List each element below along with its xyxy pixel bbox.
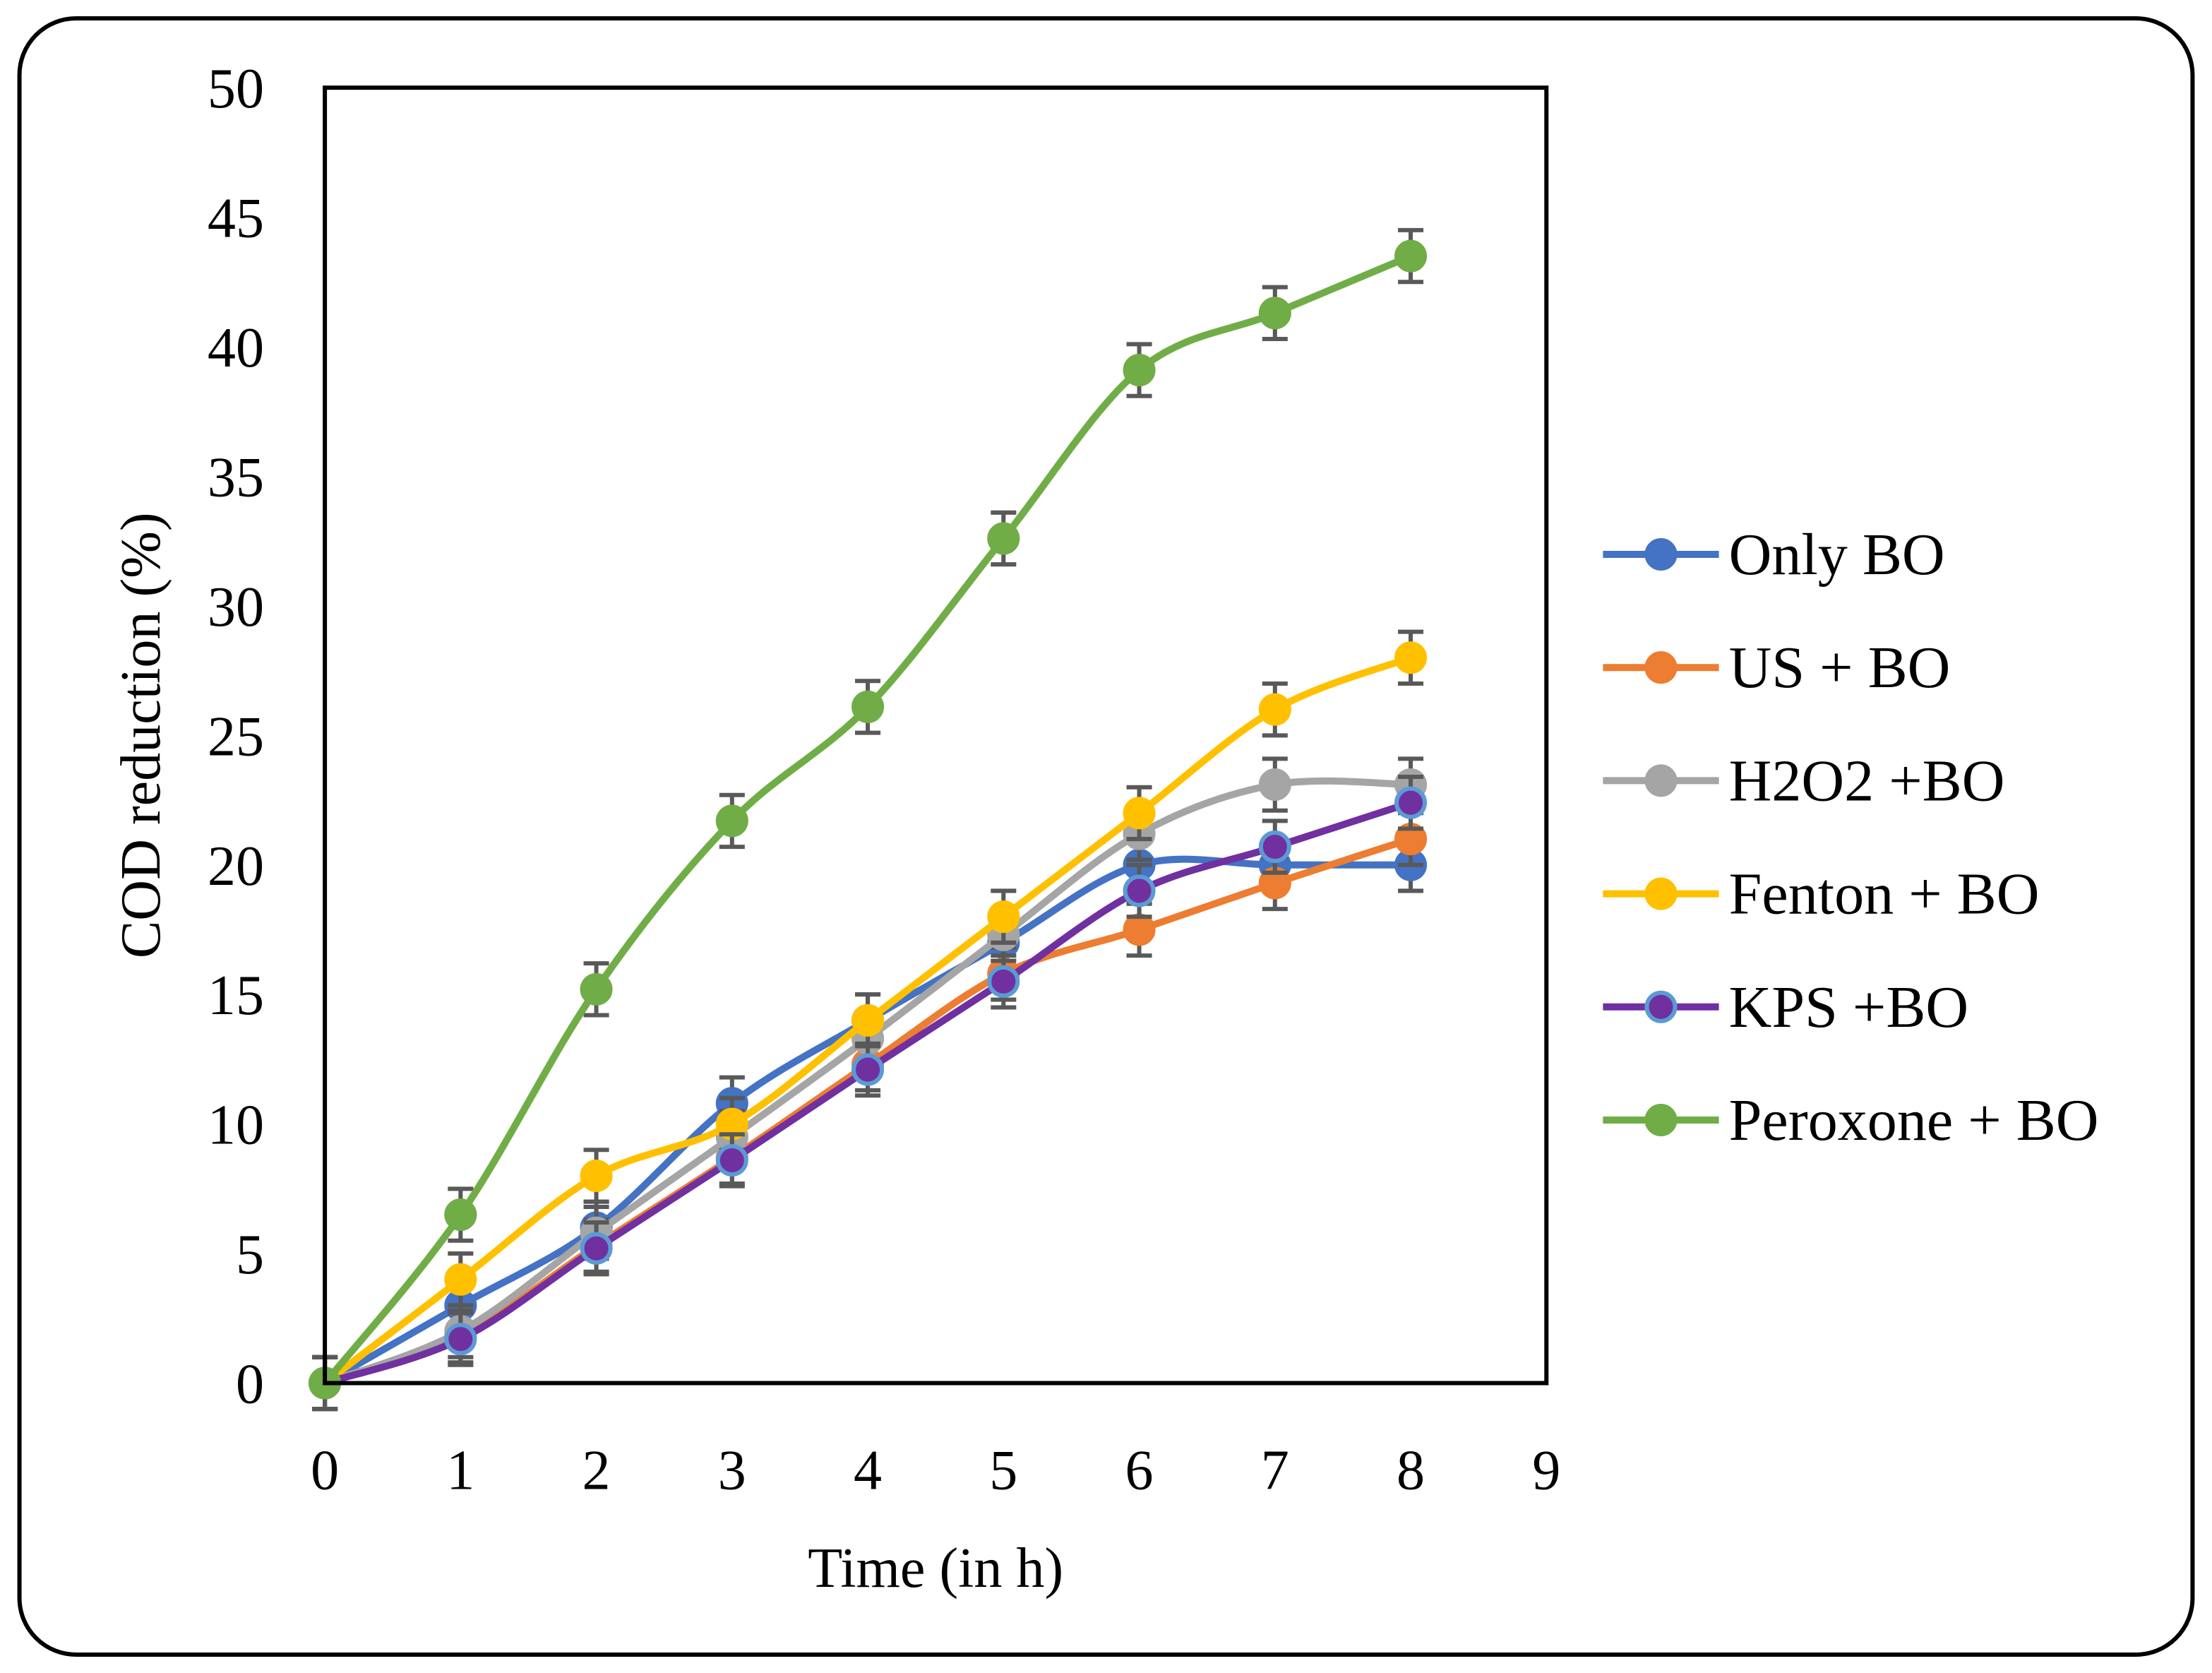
- y-tick-label: 40: [208, 317, 264, 379]
- data-point: [1123, 797, 1156, 830]
- y-tick-label: 10: [208, 1095, 264, 1157]
- y-tick-label: 5: [236, 1224, 264, 1286]
- data-point: [987, 522, 1020, 555]
- x-tick-label: 7: [1261, 1440, 1289, 1502]
- x-tick-label: 5: [989, 1440, 1017, 1502]
- legend-marker: [1644, 990, 1678, 1023]
- plot-area-border: [323, 85, 1549, 1386]
- x-tick-label: 6: [1125, 1440, 1154, 1502]
- data-point: [1394, 239, 1428, 273]
- data-point: [580, 972, 613, 1006]
- data-point: [1258, 830, 1291, 864]
- data-point: [580, 1159, 613, 1193]
- data-point: [987, 900, 1020, 934]
- series-peroxone-bo: [309, 227, 1428, 1412]
- legend-marker: [1644, 651, 1678, 684]
- legend-marker: [1644, 1103, 1678, 1137]
- data-point: [1258, 297, 1291, 330]
- data-point: [715, 1143, 748, 1177]
- y-axis-label: COD reduction (%): [110, 512, 172, 958]
- legend-item: Peroxone + BO: [1603, 1088, 2099, 1153]
- data-point: [1258, 768, 1291, 802]
- data-point: [851, 1004, 885, 1037]
- y-tick-label: 15: [208, 965, 264, 1027]
- data-point: [444, 1263, 477, 1296]
- data-point: [444, 1198, 477, 1232]
- legend-label: Fenton + BO: [1729, 862, 2040, 927]
- legend-label: H2O2 +BO: [1729, 748, 2005, 814]
- legend-label: US + BO: [1729, 635, 1951, 701]
- data-point: [1258, 693, 1291, 726]
- y-tick-label: 0: [236, 1354, 264, 1416]
- y-tick-label: 50: [208, 58, 264, 120]
- legend-item: Only BO: [1603, 522, 1945, 588]
- y-tick-label: 35: [208, 446, 264, 508]
- data-point: [715, 804, 748, 838]
- legend-label: Peroxone + BO: [1729, 1088, 2099, 1153]
- data-point: [580, 1232, 613, 1265]
- legend-label: Only BO: [1729, 522, 1945, 588]
- y-tick-label: 20: [208, 835, 264, 898]
- legend-item: H2O2 +BO: [1603, 748, 2004, 814]
- data-point: [1123, 874, 1156, 907]
- data-point: [851, 1053, 885, 1086]
- data-point: [851, 690, 885, 723]
- data-point: [987, 965, 1020, 998]
- legend-item: KPS +BO: [1603, 975, 1968, 1040]
- x-tick-label: 4: [854, 1440, 882, 1502]
- legend-marker: [1644, 877, 1678, 910]
- x-tick-label: 2: [582, 1440, 611, 1502]
- x-tick-label: 0: [311, 1440, 339, 1502]
- legend-item: US + BO: [1603, 635, 1950, 701]
- legend-marker: [1644, 537, 1678, 571]
- y-tick-label: 30: [208, 576, 264, 638]
- x-tick-label: 9: [1532, 1440, 1560, 1502]
- legend-item: Fenton + BO: [1603, 862, 2040, 927]
- data-point: [1123, 354, 1156, 387]
- data-point: [444, 1323, 477, 1356]
- series-line: [322, 253, 1412, 1386]
- y-tick-label: 45: [208, 188, 264, 250]
- legend: Only BO US + BO H2O2 +BO Fenton + BO KPS +BO…: [1603, 522, 2099, 1153]
- data-point: [1394, 641, 1428, 674]
- legend-label: KPS +BO: [1729, 975, 1969, 1040]
- x-tick-label: 1: [446, 1440, 474, 1502]
- x-tick-label: 3: [718, 1440, 746, 1502]
- y-tick-label: 25: [208, 705, 264, 768]
- legend-marker: [1644, 764, 1678, 797]
- x-tick-label: 8: [1397, 1440, 1425, 1502]
- data-point: [1394, 786, 1428, 819]
- x-axis-label: Time (in h): [808, 1537, 1063, 1600]
